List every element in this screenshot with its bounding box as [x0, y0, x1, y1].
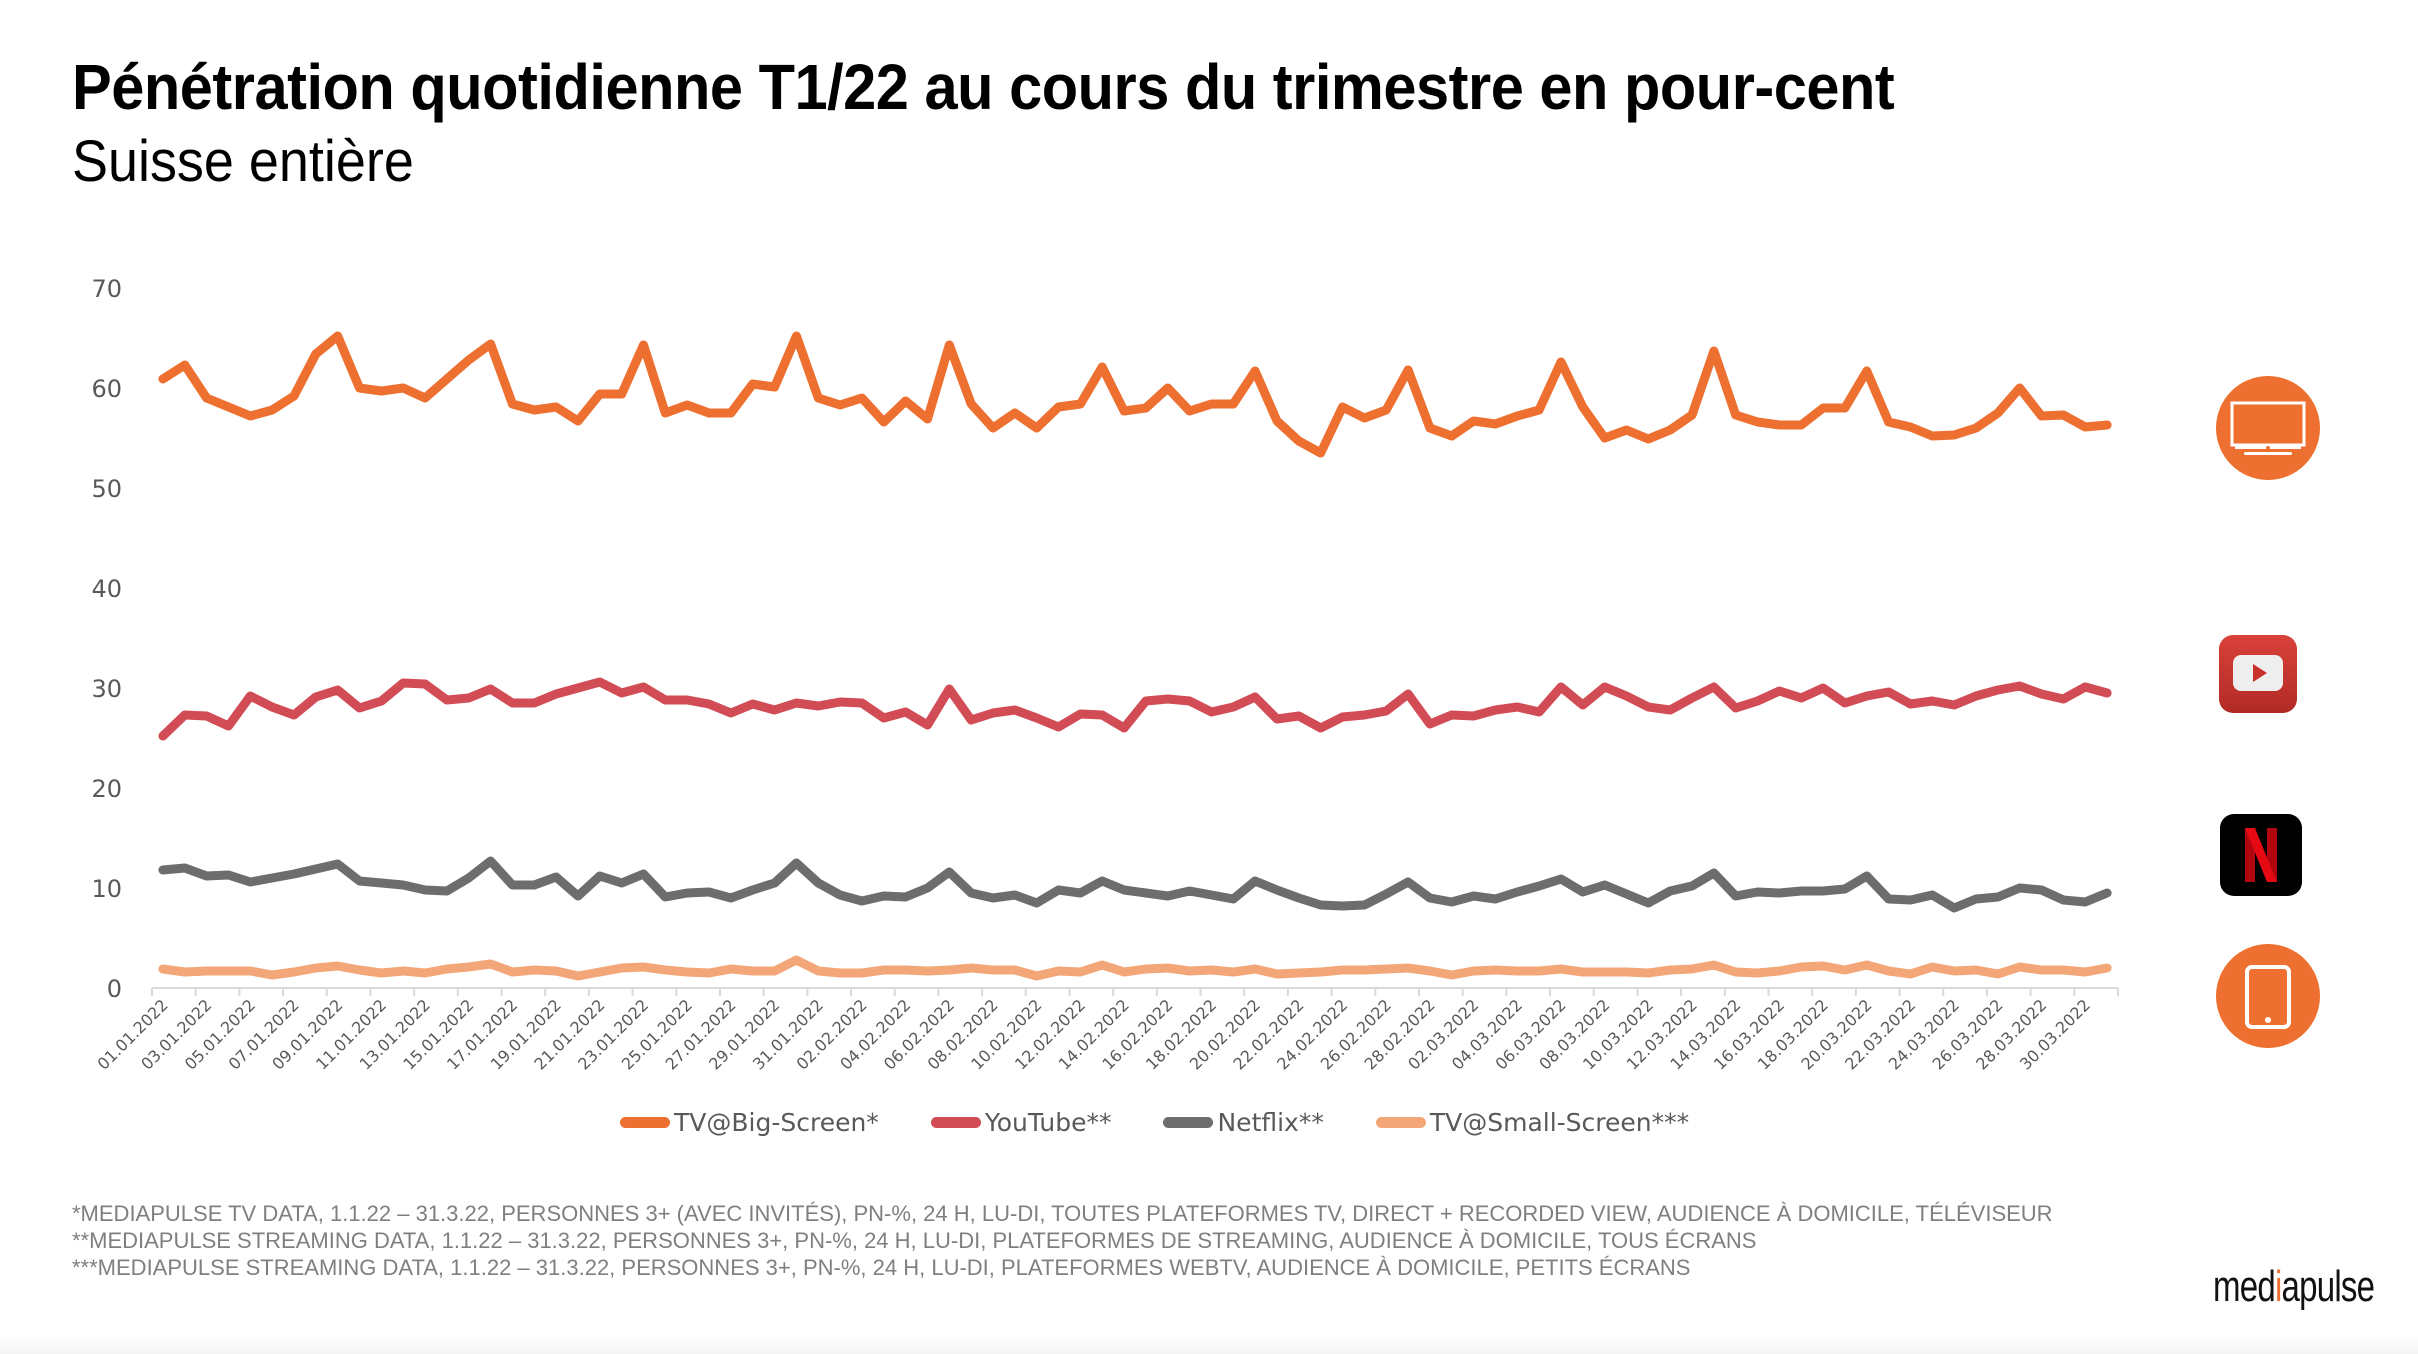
legend-label: Netflix** [1217, 1108, 1324, 1137]
series-lines [158, 331, 2112, 981]
y-tick-label: 70 [91, 275, 122, 303]
legend-item-tv-small-screen: TV@Small-Screen*** [1375, 1108, 1690, 1137]
chart-legend: TV@Big-Screen* YouTube** Netflix** TV@Sm… [620, 1108, 1689, 1137]
footnote-1: *MEDIAPULSE TV DATA, 1.1.22 – 31.3.22, P… [72, 1201, 2053, 1226]
y-tick-label: 30 [91, 675, 122, 703]
y-tick-label: 50 [91, 475, 122, 503]
youtube-icon [2219, 635, 2297, 718]
legend-swatch [620, 1117, 670, 1128]
series-line-tv-big-screen [158, 331, 2112, 458]
tv-icon [2216, 376, 2320, 480]
footnotes: *MEDIAPULSE TV DATA, 1.1.22 – 31.3.22, P… [72, 1200, 2053, 1281]
y-tick-label: 60 [91, 375, 122, 403]
legend-label: TV@Small-Screen*** [1429, 1108, 1690, 1137]
series-line-tv-small-screen [158, 955, 2112, 981]
mediapulse-logo: mediapulse [2213, 1262, 2375, 1311]
legend-swatch [1163, 1117, 1214, 1128]
legend-label: YouTube** [984, 1108, 1112, 1137]
legend-item-netflix: Netflix** [1163, 1108, 1324, 1137]
y-tick-label: 0 [107, 975, 122, 1003]
y-tick-label: 10 [91, 875, 122, 903]
line-chart: 0 10 20 30 40 50 60 70 01.01.202203.01.202205.0… [91, 275, 2119, 1074]
bottom-fade [0, 1334, 2418, 1354]
legend-item-tv-big-screen: TV@Big-Screen* [620, 1108, 879, 1137]
legend-swatch [930, 1117, 981, 1128]
page-subtitle: Suisse entière [72, 129, 414, 194]
y-axis: 0 10 20 30 40 50 60 70 [91, 275, 122, 1003]
series-line-youtube [158, 677, 2112, 741]
page-title: Pénétration quotidienne T1/22 au cours d… [72, 51, 1895, 123]
x-axis: 01.01.202203.01.202205.01.202207.01.2022… [94, 987, 2119, 1074]
legend-swatch [1375, 1117, 1426, 1128]
netflix-icon [2220, 814, 2302, 901]
y-tick-label: 40 [91, 575, 122, 603]
y-tick-label: 20 [91, 775, 122, 803]
legend-label: TV@Big-Screen* [674, 1108, 879, 1137]
series-line-netflix [158, 856, 2112, 913]
footnote-2: **MEDIAPULSE STREAMING DATA, 1.1.22 – 31… [72, 1228, 1757, 1253]
footnote-3: ***MEDIAPULSE STREAMING DATA, 1.1.22 – 3… [72, 1255, 1691, 1280]
legend-item-youtube: YouTube** [930, 1108, 1112, 1137]
tablet-icon [2216, 944, 2320, 1048]
